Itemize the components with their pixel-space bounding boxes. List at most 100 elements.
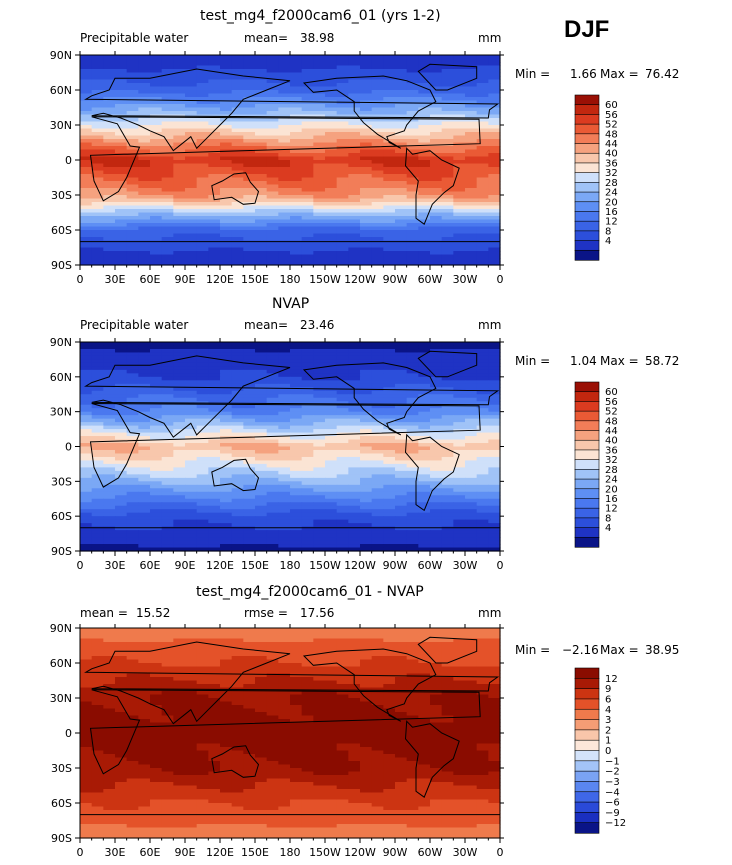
map-cell <box>266 488 279 493</box>
map-cell <box>395 226 408 231</box>
map-cell <box>430 160 443 165</box>
map-cell <box>266 188 279 193</box>
map-cell <box>243 160 256 165</box>
map-cell <box>80 638 93 643</box>
map-cell <box>441 237 454 242</box>
map-cell <box>80 481 93 486</box>
map-cell <box>185 76 198 81</box>
map-cell <box>91 656 104 661</box>
map-cell <box>80 261 93 266</box>
map-cell <box>91 223 104 228</box>
map-cell <box>313 394 326 399</box>
map-cell <box>348 135 361 140</box>
map-cell <box>465 352 478 357</box>
map-cell <box>208 481 221 486</box>
map-cell <box>453 86 466 91</box>
map-cell <box>208 495 221 500</box>
map-cell <box>383 128 396 133</box>
map-cell <box>80 642 93 647</box>
map-cell <box>395 526 408 531</box>
map-cell <box>231 160 244 165</box>
map-cell <box>196 167 209 172</box>
map-cell <box>430 261 443 266</box>
map-cell <box>383 107 396 112</box>
map-cell <box>185 233 198 238</box>
map-cell <box>80 530 93 535</box>
map-cell <box>103 345 116 350</box>
map-cell <box>220 254 233 259</box>
map-cell <box>243 638 256 643</box>
map-cell <box>115 345 128 350</box>
y-tick-label: 60N <box>50 84 72 97</box>
map-cell <box>441 83 454 88</box>
map-cell <box>488 114 501 119</box>
map-cell <box>406 638 419 643</box>
map-cell <box>453 460 466 465</box>
map-cell <box>360 638 373 643</box>
map-cell <box>278 258 291 263</box>
map-cell <box>313 373 326 378</box>
map-cell <box>395 390 408 395</box>
map-cell <box>220 191 233 196</box>
map-cell <box>196 156 209 161</box>
map-cell <box>290 425 303 430</box>
map-cell <box>103 191 116 196</box>
map-cell <box>91 481 104 486</box>
map-cell <box>173 408 186 413</box>
map-cell <box>266 86 279 91</box>
map-cell <box>220 544 233 549</box>
map-cell <box>441 408 454 413</box>
map-cell <box>126 226 139 231</box>
map-cell <box>348 226 361 231</box>
map-cell <box>313 484 326 489</box>
map-cell <box>278 432 291 437</box>
map-cell <box>150 470 163 475</box>
map-cell <box>161 495 174 500</box>
map-cell <box>430 181 443 186</box>
map-cell <box>220 519 233 524</box>
map-cell <box>301 488 314 493</box>
map-cell <box>383 93 396 98</box>
map-cell <box>161 348 174 354</box>
map-cell <box>80 181 93 186</box>
map-cell <box>301 163 314 168</box>
map-cell <box>325 540 338 545</box>
map-cell <box>255 212 268 217</box>
map-cell <box>406 146 419 151</box>
map-cell <box>173 481 186 486</box>
map-cell <box>476 240 489 245</box>
map-cell <box>465 628 478 633</box>
map-cell <box>476 366 489 371</box>
colorbar-box <box>574 517 600 529</box>
map-cell <box>278 209 291 214</box>
map-cell <box>301 55 314 60</box>
map-cell <box>208 366 221 371</box>
map-cell <box>336 184 349 189</box>
map-cell <box>161 509 174 514</box>
map-cell <box>465 526 478 531</box>
map-cell <box>196 139 209 144</box>
map-cell <box>476 142 489 147</box>
map-cell <box>278 436 291 441</box>
map-cell <box>185 153 198 158</box>
map-cell <box>161 408 174 413</box>
map-cell <box>360 247 373 252</box>
map-cell <box>161 83 174 88</box>
map-cell <box>406 184 419 189</box>
map-cell <box>255 456 268 462</box>
map-cell <box>220 142 233 147</box>
map-cell <box>138 149 151 154</box>
map-cell <box>313 216 326 221</box>
map-cell <box>243 453 256 458</box>
map-cell <box>126 415 139 420</box>
map-cell <box>301 160 314 165</box>
map-cell <box>220 537 233 542</box>
map-cell <box>103 432 116 437</box>
map-cell <box>325 359 338 364</box>
map-cell <box>266 237 279 242</box>
map-cell <box>325 149 338 154</box>
map-cell <box>231 519 244 524</box>
map-cell <box>313 362 326 367</box>
map-cell <box>360 107 373 112</box>
map-cell <box>453 463 466 468</box>
